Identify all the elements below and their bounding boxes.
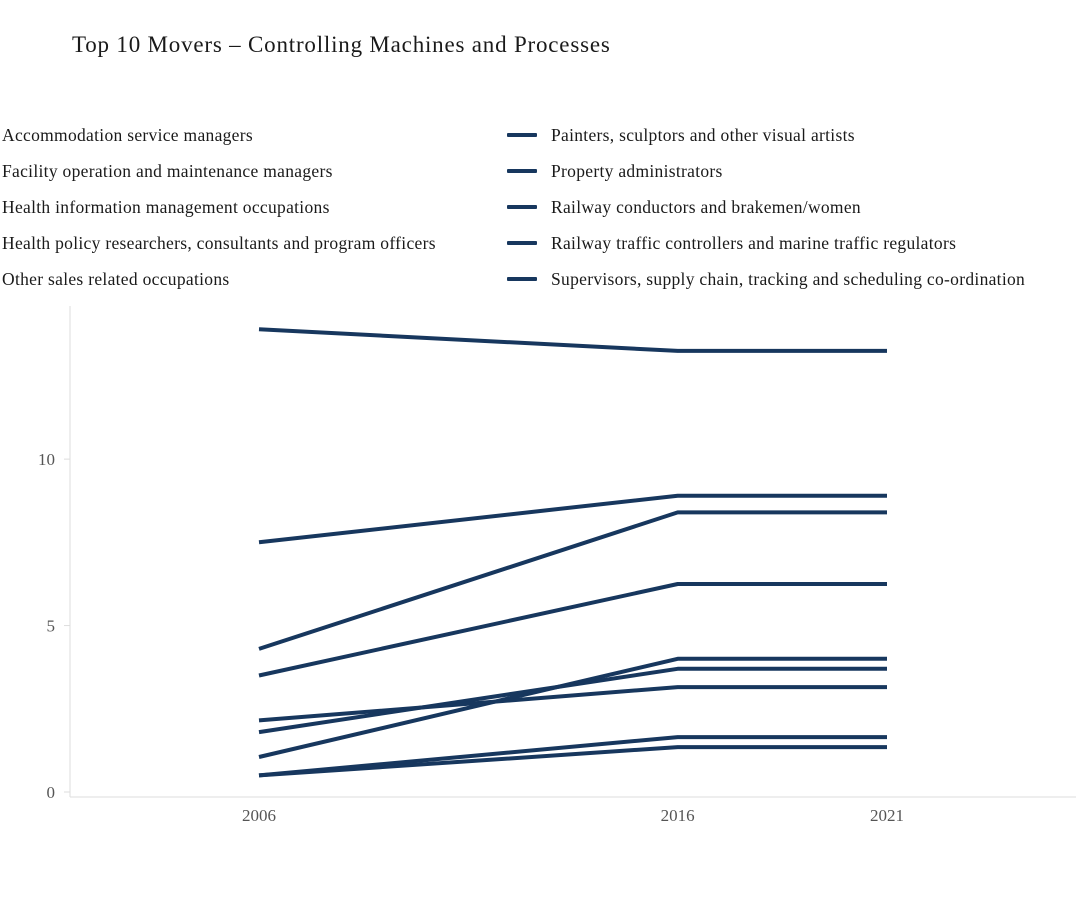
legend-label: Other sales related occupations xyxy=(2,268,230,289)
legend-item: Facility operation and maintenance manag… xyxy=(2,153,333,189)
y-tick-label: 10 xyxy=(38,450,55,469)
legend-swatch xyxy=(507,205,537,209)
legend-swatch xyxy=(507,169,537,173)
series-line xyxy=(258,510,887,651)
series-line xyxy=(258,735,887,778)
y-tick-label: 0 xyxy=(47,783,56,802)
legend-swatch xyxy=(507,133,537,137)
series-line xyxy=(258,656,887,759)
series-line xyxy=(258,582,887,678)
y-tick-label: 5 xyxy=(47,617,56,636)
legend-item: Supervisors, supply chain, tracking and … xyxy=(507,261,1025,297)
legend-label: Health information management occupation… xyxy=(2,196,330,217)
legend-item: Painters, sculptors and other visual art… xyxy=(507,117,855,153)
legend-label: Supervisors, supply chain, tracking and … xyxy=(551,268,1026,289)
legend-item: Property administrators xyxy=(507,153,723,189)
legend-label: Painters, sculptors and other visual art… xyxy=(551,124,855,145)
legend-label: Railway traffic controllers and marine t… xyxy=(551,232,957,253)
legend-label: Railway conductors and brakemen/women xyxy=(551,196,861,217)
legend-swatch xyxy=(507,241,537,245)
legend-label: Property administrators xyxy=(551,160,723,181)
series-lines xyxy=(258,327,887,778)
chart-legend: Accommodation service managers Facility o… xyxy=(0,0,1088,300)
legend-item: Railway conductors and brakemen/women xyxy=(507,189,861,225)
legend-label: Health policy researchers, consultants a… xyxy=(2,232,436,253)
legend-label: Facility operation and maintenance manag… xyxy=(2,160,333,181)
series-line xyxy=(258,685,887,723)
series-line xyxy=(258,745,887,778)
legend-item: Railway traffic controllers and marine t… xyxy=(507,225,956,261)
chart-title: Top 10 Movers – Controlling Machines and… xyxy=(72,32,611,57)
legend-item: Health policy researchers, consultants a… xyxy=(2,225,436,261)
x-tick-label: 2016 xyxy=(661,806,695,825)
series-line xyxy=(258,666,887,735)
legend-swatch xyxy=(507,277,537,281)
legend-item: Health information management occupation… xyxy=(2,189,330,225)
x-tick-label: 2006 xyxy=(242,806,276,825)
series-line xyxy=(258,493,887,545)
x-axis-ticks: 2006 2016 2021 xyxy=(242,806,904,825)
series-line xyxy=(258,327,887,353)
y-axis-ticks: 0 5 10 xyxy=(38,450,70,802)
x-tick-label: 2021 xyxy=(870,806,904,825)
legend-item: Accommodation service managers xyxy=(2,117,253,153)
legend-item: Other sales related occupations xyxy=(2,261,229,297)
legend-label: Accommodation service managers xyxy=(2,124,253,145)
